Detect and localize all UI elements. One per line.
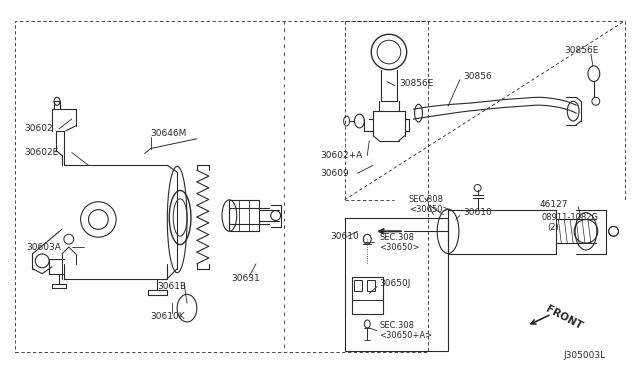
Bar [355,280,362,291]
Text: J305003L: J305003L [564,351,605,360]
Text: 3061B: 3061B [157,282,187,291]
Text: SEC.308: SEC.308 [379,233,414,242]
Text: <30650>: <30650> [409,205,449,214]
Text: 30610: 30610 [330,232,358,241]
Text: 30602: 30602 [24,124,53,134]
Text: 30610: 30610 [463,208,492,217]
Text: 30602+A: 30602+A [320,151,362,160]
Text: 46127: 46127 [540,200,568,209]
Text: 30631: 30631 [231,274,260,283]
Text: 30646M: 30646M [150,129,187,138]
Text: 30856E: 30856E [399,79,433,88]
Text: 30603A: 30603A [26,243,61,251]
Bar [367,280,375,291]
Text: <30650+A>: <30650+A> [379,331,432,340]
Bar [229,200,259,231]
Text: 08911-1082G: 08911-1082G [541,213,598,222]
Text: <30650>: <30650> [379,243,420,251]
Text: 30856: 30856 [463,72,492,81]
Text: (2): (2) [548,223,559,232]
Text: SEC.308: SEC.308 [409,195,444,204]
Text: 30856E: 30856E [564,45,598,55]
Text: 30602E: 30602E [24,148,59,157]
Bar [351,277,383,314]
Bar [15,20,428,353]
Bar [344,218,448,350]
Text: 30650J: 30650J [379,279,410,288]
Text: 30610K: 30610K [150,311,185,321]
Text: 30609: 30609 [320,169,349,178]
Text: SEC.308: SEC.308 [379,321,414,330]
Text: FRONT: FRONT [544,304,584,331]
